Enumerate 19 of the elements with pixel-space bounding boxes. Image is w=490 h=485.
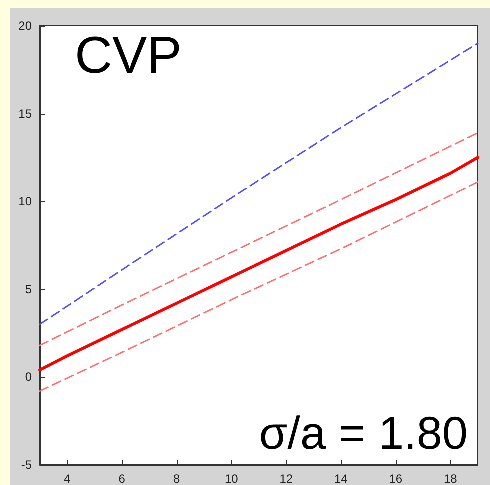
y-tick-label: 20 bbox=[18, 19, 32, 33]
x-tick-label: 16 bbox=[389, 472, 403, 485]
x-tick-label: 14 bbox=[334, 472, 348, 485]
y-tick-label: 15 bbox=[18, 106, 32, 121]
x-tick-label: 12 bbox=[280, 472, 294, 485]
x-tick-label: 4 bbox=[64, 472, 72, 485]
y-tick-label: -5 bbox=[21, 458, 32, 472]
y-tick-label: 5 bbox=[25, 282, 32, 296]
y-tick-label: 10 bbox=[18, 194, 32, 209]
annotation: σ/a = 1.80 bbox=[259, 407, 468, 459]
line-series bbox=[38, 156, 480, 372]
x-tick-label: 18 bbox=[444, 472, 458, 485]
x-tick-label: 10 bbox=[224, 472, 239, 485]
line-series bbox=[39, 132, 479, 346]
x-tick-label: 6 bbox=[118, 472, 126, 485]
line-series bbox=[39, 182, 479, 392]
y-tick-label: 0 bbox=[25, 370, 32, 384]
annotation: CVP bbox=[75, 27, 182, 85]
x-tick-label: 8 bbox=[174, 472, 181, 485]
